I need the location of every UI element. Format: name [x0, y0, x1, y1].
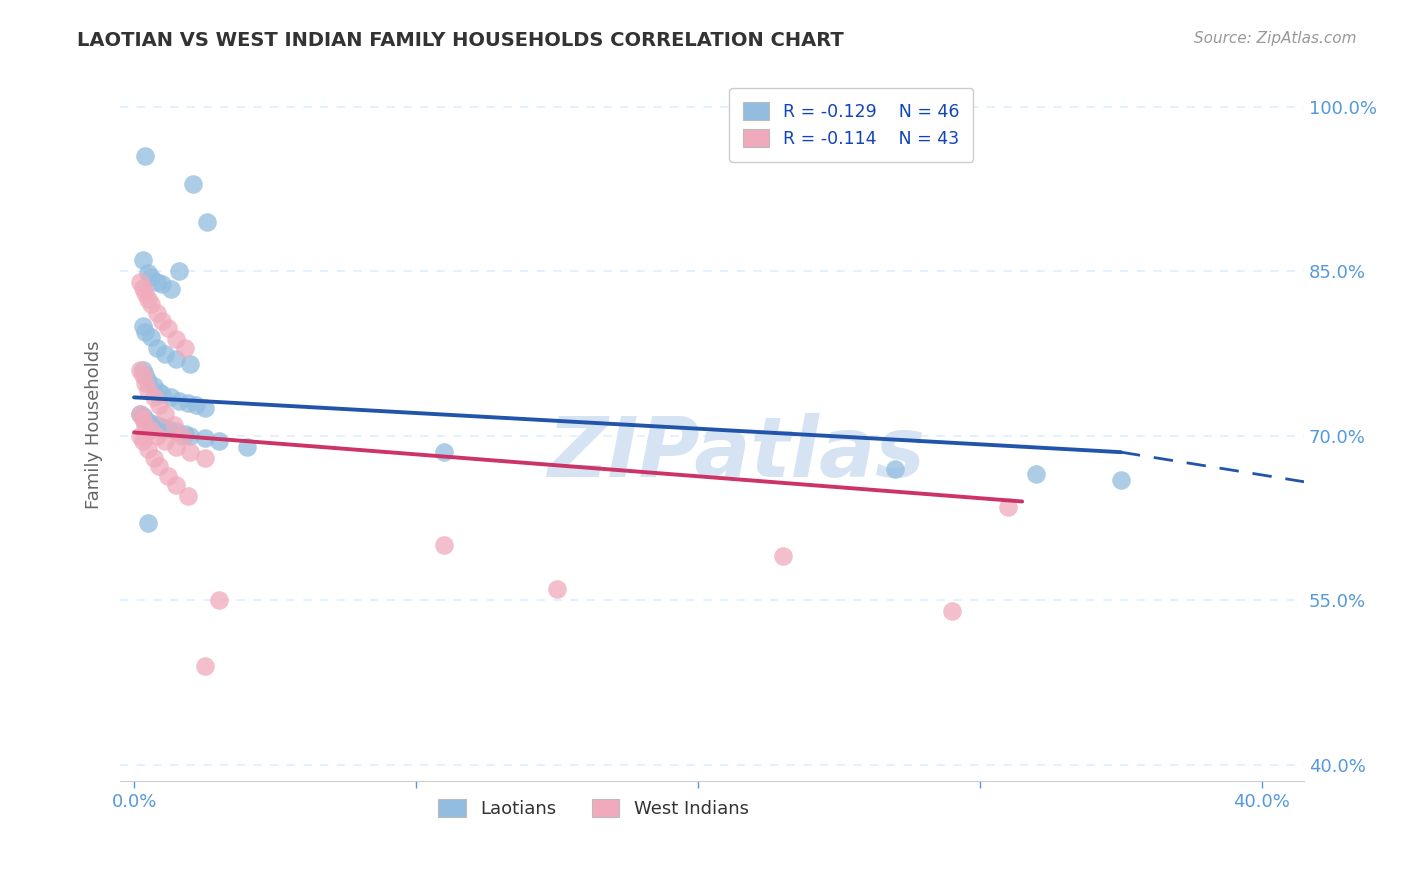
Point: [159, 282, 181, 296]
Point: [941, 604, 963, 618]
Point: [433, 445, 456, 459]
Point: [150, 277, 173, 292]
Point: [150, 313, 173, 327]
Point: [128, 407, 150, 421]
Y-axis label: Family Households: Family Households: [86, 341, 103, 509]
Point: [136, 442, 159, 456]
Point: [142, 379, 165, 393]
Point: [193, 450, 215, 465]
Point: [148, 384, 170, 399]
Point: [134, 325, 156, 339]
Point: [134, 286, 156, 301]
Point: [134, 149, 156, 163]
Point: [165, 425, 187, 439]
Point: [131, 412, 153, 426]
Point: [136, 383, 159, 397]
Point: [179, 428, 201, 442]
Point: [150, 387, 173, 401]
Point: [134, 368, 156, 383]
Point: [181, 177, 204, 191]
Point: [139, 330, 162, 344]
Point: [142, 450, 165, 465]
Point: [131, 253, 153, 268]
Point: [167, 264, 190, 278]
Point: [131, 368, 153, 383]
Point: [134, 417, 156, 432]
Point: [162, 417, 184, 432]
Point: [139, 423, 162, 437]
Point: [131, 434, 153, 449]
Point: [139, 297, 162, 311]
Point: [165, 478, 187, 492]
Point: [176, 489, 198, 503]
Point: [236, 440, 259, 454]
Point: [136, 516, 159, 531]
Point: [134, 376, 156, 390]
Point: [176, 396, 198, 410]
Point: [136, 267, 159, 281]
Point: [136, 374, 159, 388]
Point: [136, 292, 159, 306]
Point: [1109, 473, 1132, 487]
Point: [145, 417, 167, 432]
Point: [150, 420, 173, 434]
Point: [131, 409, 153, 423]
Point: [131, 281, 153, 295]
Point: [179, 358, 201, 372]
Point: [193, 401, 215, 416]
Point: [128, 407, 150, 421]
Point: [184, 398, 207, 412]
Point: [195, 215, 218, 229]
Point: [134, 412, 156, 426]
Point: [165, 332, 187, 346]
Point: [153, 346, 176, 360]
Point: [997, 500, 1019, 514]
Point: [156, 321, 179, 335]
Point: [139, 269, 162, 284]
Point: [128, 363, 150, 377]
Point: [145, 428, 167, 442]
Point: [208, 593, 231, 607]
Text: Source: ZipAtlas.com: Source: ZipAtlas.com: [1194, 31, 1357, 46]
Point: [156, 469, 179, 483]
Point: [179, 445, 201, 459]
Point: [142, 390, 165, 404]
Point: [165, 351, 187, 366]
Point: [131, 363, 153, 377]
Point: [128, 428, 150, 442]
Point: [148, 459, 170, 474]
Point: [128, 275, 150, 289]
Point: [433, 538, 456, 552]
Point: [145, 306, 167, 320]
Point: [884, 461, 907, 475]
Point: [139, 416, 162, 430]
Point: [153, 434, 176, 449]
Point: [131, 319, 153, 334]
Point: [156, 422, 179, 436]
Point: [772, 549, 794, 564]
Point: [148, 398, 170, 412]
Point: [193, 659, 215, 673]
Text: LAOTIAN VS WEST INDIAN FAMILY HOUSEHOLDS CORRELATION CHART: LAOTIAN VS WEST INDIAN FAMILY HOUSEHOLDS…: [77, 31, 844, 50]
Point: [546, 582, 568, 597]
Point: [159, 390, 181, 404]
Point: [1025, 467, 1047, 481]
Point: [173, 426, 195, 441]
Text: ZIPatlas: ZIPatlas: [547, 413, 925, 494]
Point: [208, 434, 231, 449]
Legend: Laotians, West Indians: Laotians, West Indians: [432, 791, 756, 825]
Point: [173, 341, 195, 355]
Point: [167, 393, 190, 408]
Point: [145, 275, 167, 289]
Point: [145, 341, 167, 355]
Point: [193, 431, 215, 445]
Point: [170, 428, 193, 442]
Point: [153, 407, 176, 421]
Point: [165, 440, 187, 454]
